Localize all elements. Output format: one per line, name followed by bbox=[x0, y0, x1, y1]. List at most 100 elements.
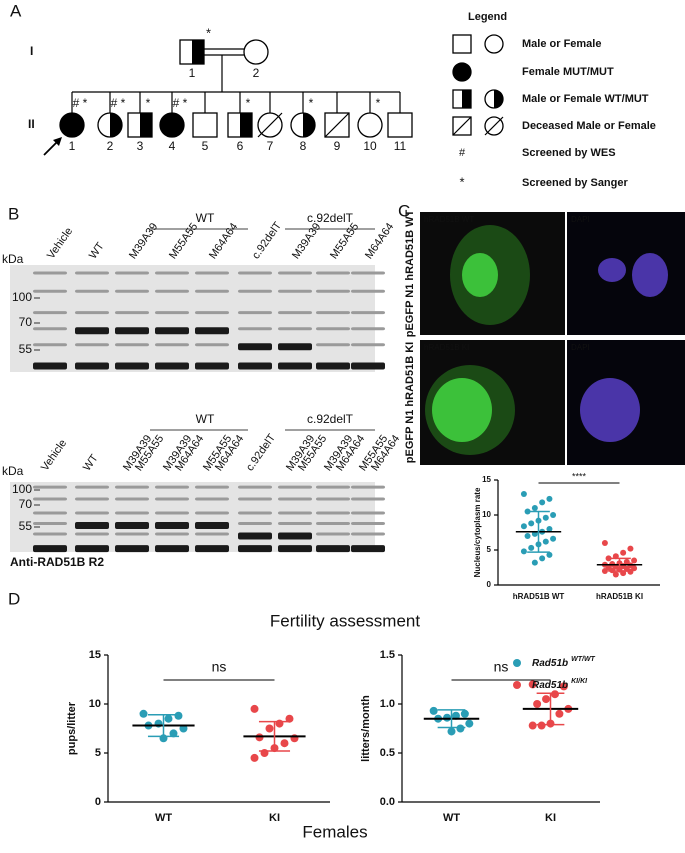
channel-label: hRAD51B KI bbox=[424, 343, 469, 352]
pedigree-symbol bbox=[243, 39, 269, 65]
pedigree-symbol bbox=[192, 112, 218, 138]
data-point bbox=[250, 753, 259, 762]
blot-band bbox=[75, 485, 109, 489]
blot-band bbox=[316, 485, 350, 489]
group-label: c.92delT bbox=[307, 412, 354, 426]
blot-band bbox=[33, 497, 67, 501]
blot-band bbox=[195, 343, 229, 347]
blot-band bbox=[351, 311, 385, 315]
blot-band bbox=[316, 497, 350, 501]
individual-number: 2 bbox=[107, 139, 114, 153]
blot-band bbox=[115, 343, 149, 347]
lane-label: WT bbox=[87, 240, 107, 261]
data-point bbox=[524, 533, 531, 539]
blot-band bbox=[238, 271, 272, 275]
blot-band bbox=[195, 522, 229, 529]
individual-number: 10 bbox=[363, 139, 377, 153]
data-point bbox=[174, 711, 183, 720]
pedigree-symbol bbox=[290, 112, 316, 138]
panel-title: Fertility assessment bbox=[270, 611, 420, 630]
blot-band bbox=[75, 311, 109, 315]
marker-label: 100 bbox=[12, 482, 32, 496]
blot-band bbox=[115, 522, 149, 529]
proband-arrowhead bbox=[53, 137, 62, 146]
blot-band bbox=[155, 511, 189, 515]
unit-label: kDa bbox=[2, 252, 24, 266]
generation-label: II bbox=[28, 117, 35, 131]
panel-label: C bbox=[398, 201, 410, 220]
blot-band bbox=[278, 511, 312, 515]
blot-band bbox=[115, 545, 149, 553]
symbol-fill bbox=[240, 113, 252, 137]
blot-band bbox=[351, 271, 385, 275]
significance-label: ns bbox=[494, 659, 509, 675]
blot-band bbox=[278, 522, 312, 525]
data-point bbox=[546, 551, 553, 558]
symbol-shape bbox=[387, 112, 413, 138]
deceased-slash bbox=[484, 116, 504, 136]
blot-band bbox=[351, 545, 385, 553]
blot-band bbox=[33, 362, 67, 370]
data-point bbox=[520, 523, 527, 530]
data-point bbox=[539, 555, 546, 562]
marker-label: 55 bbox=[19, 519, 33, 533]
screen-marks: # * bbox=[73, 96, 88, 110]
pedigree-symbol bbox=[357, 112, 383, 138]
blot-band bbox=[75, 545, 109, 553]
deceased-slash bbox=[452, 116, 472, 136]
pedigree-symbol bbox=[452, 89, 472, 109]
data-point bbox=[465, 719, 474, 728]
data-point bbox=[275, 719, 284, 728]
data-point bbox=[528, 721, 537, 730]
blot-band bbox=[33, 343, 67, 347]
blot-band bbox=[115, 532, 149, 536]
data-point bbox=[555, 709, 564, 718]
blot-band bbox=[278, 343, 312, 351]
y-tick-label: 10 bbox=[89, 698, 101, 710]
blot-band bbox=[155, 485, 189, 489]
blot-band bbox=[115, 311, 149, 315]
lane-label: Vehicle bbox=[39, 437, 69, 473]
legend-symbol: * bbox=[459, 174, 464, 189]
blot-band bbox=[238, 532, 272, 540]
data-point bbox=[164, 714, 173, 723]
blot-band bbox=[155, 532, 189, 536]
blot-band bbox=[316, 522, 350, 525]
individual-number: 3 bbox=[137, 139, 144, 153]
individual-number: 4 bbox=[169, 139, 176, 153]
blot-band bbox=[278, 271, 312, 275]
symbol-shape bbox=[159, 112, 185, 138]
blot-band bbox=[351, 485, 385, 489]
data-point bbox=[631, 557, 638, 564]
blot-band bbox=[278, 311, 312, 315]
blot-band bbox=[195, 311, 229, 315]
pedigree-symbol bbox=[59, 112, 85, 138]
data-point bbox=[620, 549, 627, 556]
pedigree-symbol bbox=[387, 112, 413, 138]
blot-band bbox=[75, 532, 109, 536]
blot-band bbox=[278, 545, 312, 553]
dapi-signal bbox=[598, 258, 626, 282]
data-point bbox=[447, 727, 456, 736]
x-tick-label: WT bbox=[443, 812, 460, 824]
blot-band bbox=[316, 511, 350, 515]
legend-text: Screened by WES bbox=[522, 147, 616, 159]
pedigree-symbol bbox=[227, 112, 253, 138]
lane-label: c.92delT bbox=[250, 220, 284, 262]
blot-band bbox=[195, 545, 229, 553]
blot-band bbox=[75, 289, 109, 293]
blot-band bbox=[115, 289, 149, 293]
screen-marks: * bbox=[146, 96, 151, 110]
dapi-signal bbox=[632, 253, 668, 297]
blot-band bbox=[351, 497, 385, 501]
blot-band bbox=[316, 532, 350, 536]
blot-band bbox=[238, 311, 272, 315]
lane-label: WT bbox=[81, 452, 101, 473]
individual-number: 6 bbox=[237, 139, 244, 153]
x-tick-label: hRAD51B KI bbox=[596, 592, 643, 601]
data-point bbox=[550, 512, 557, 518]
y-tick-label: 0.0 bbox=[380, 796, 395, 808]
blot-band bbox=[351, 362, 385, 370]
y-tick-label: 10 bbox=[482, 510, 491, 519]
data-point bbox=[139, 709, 148, 718]
